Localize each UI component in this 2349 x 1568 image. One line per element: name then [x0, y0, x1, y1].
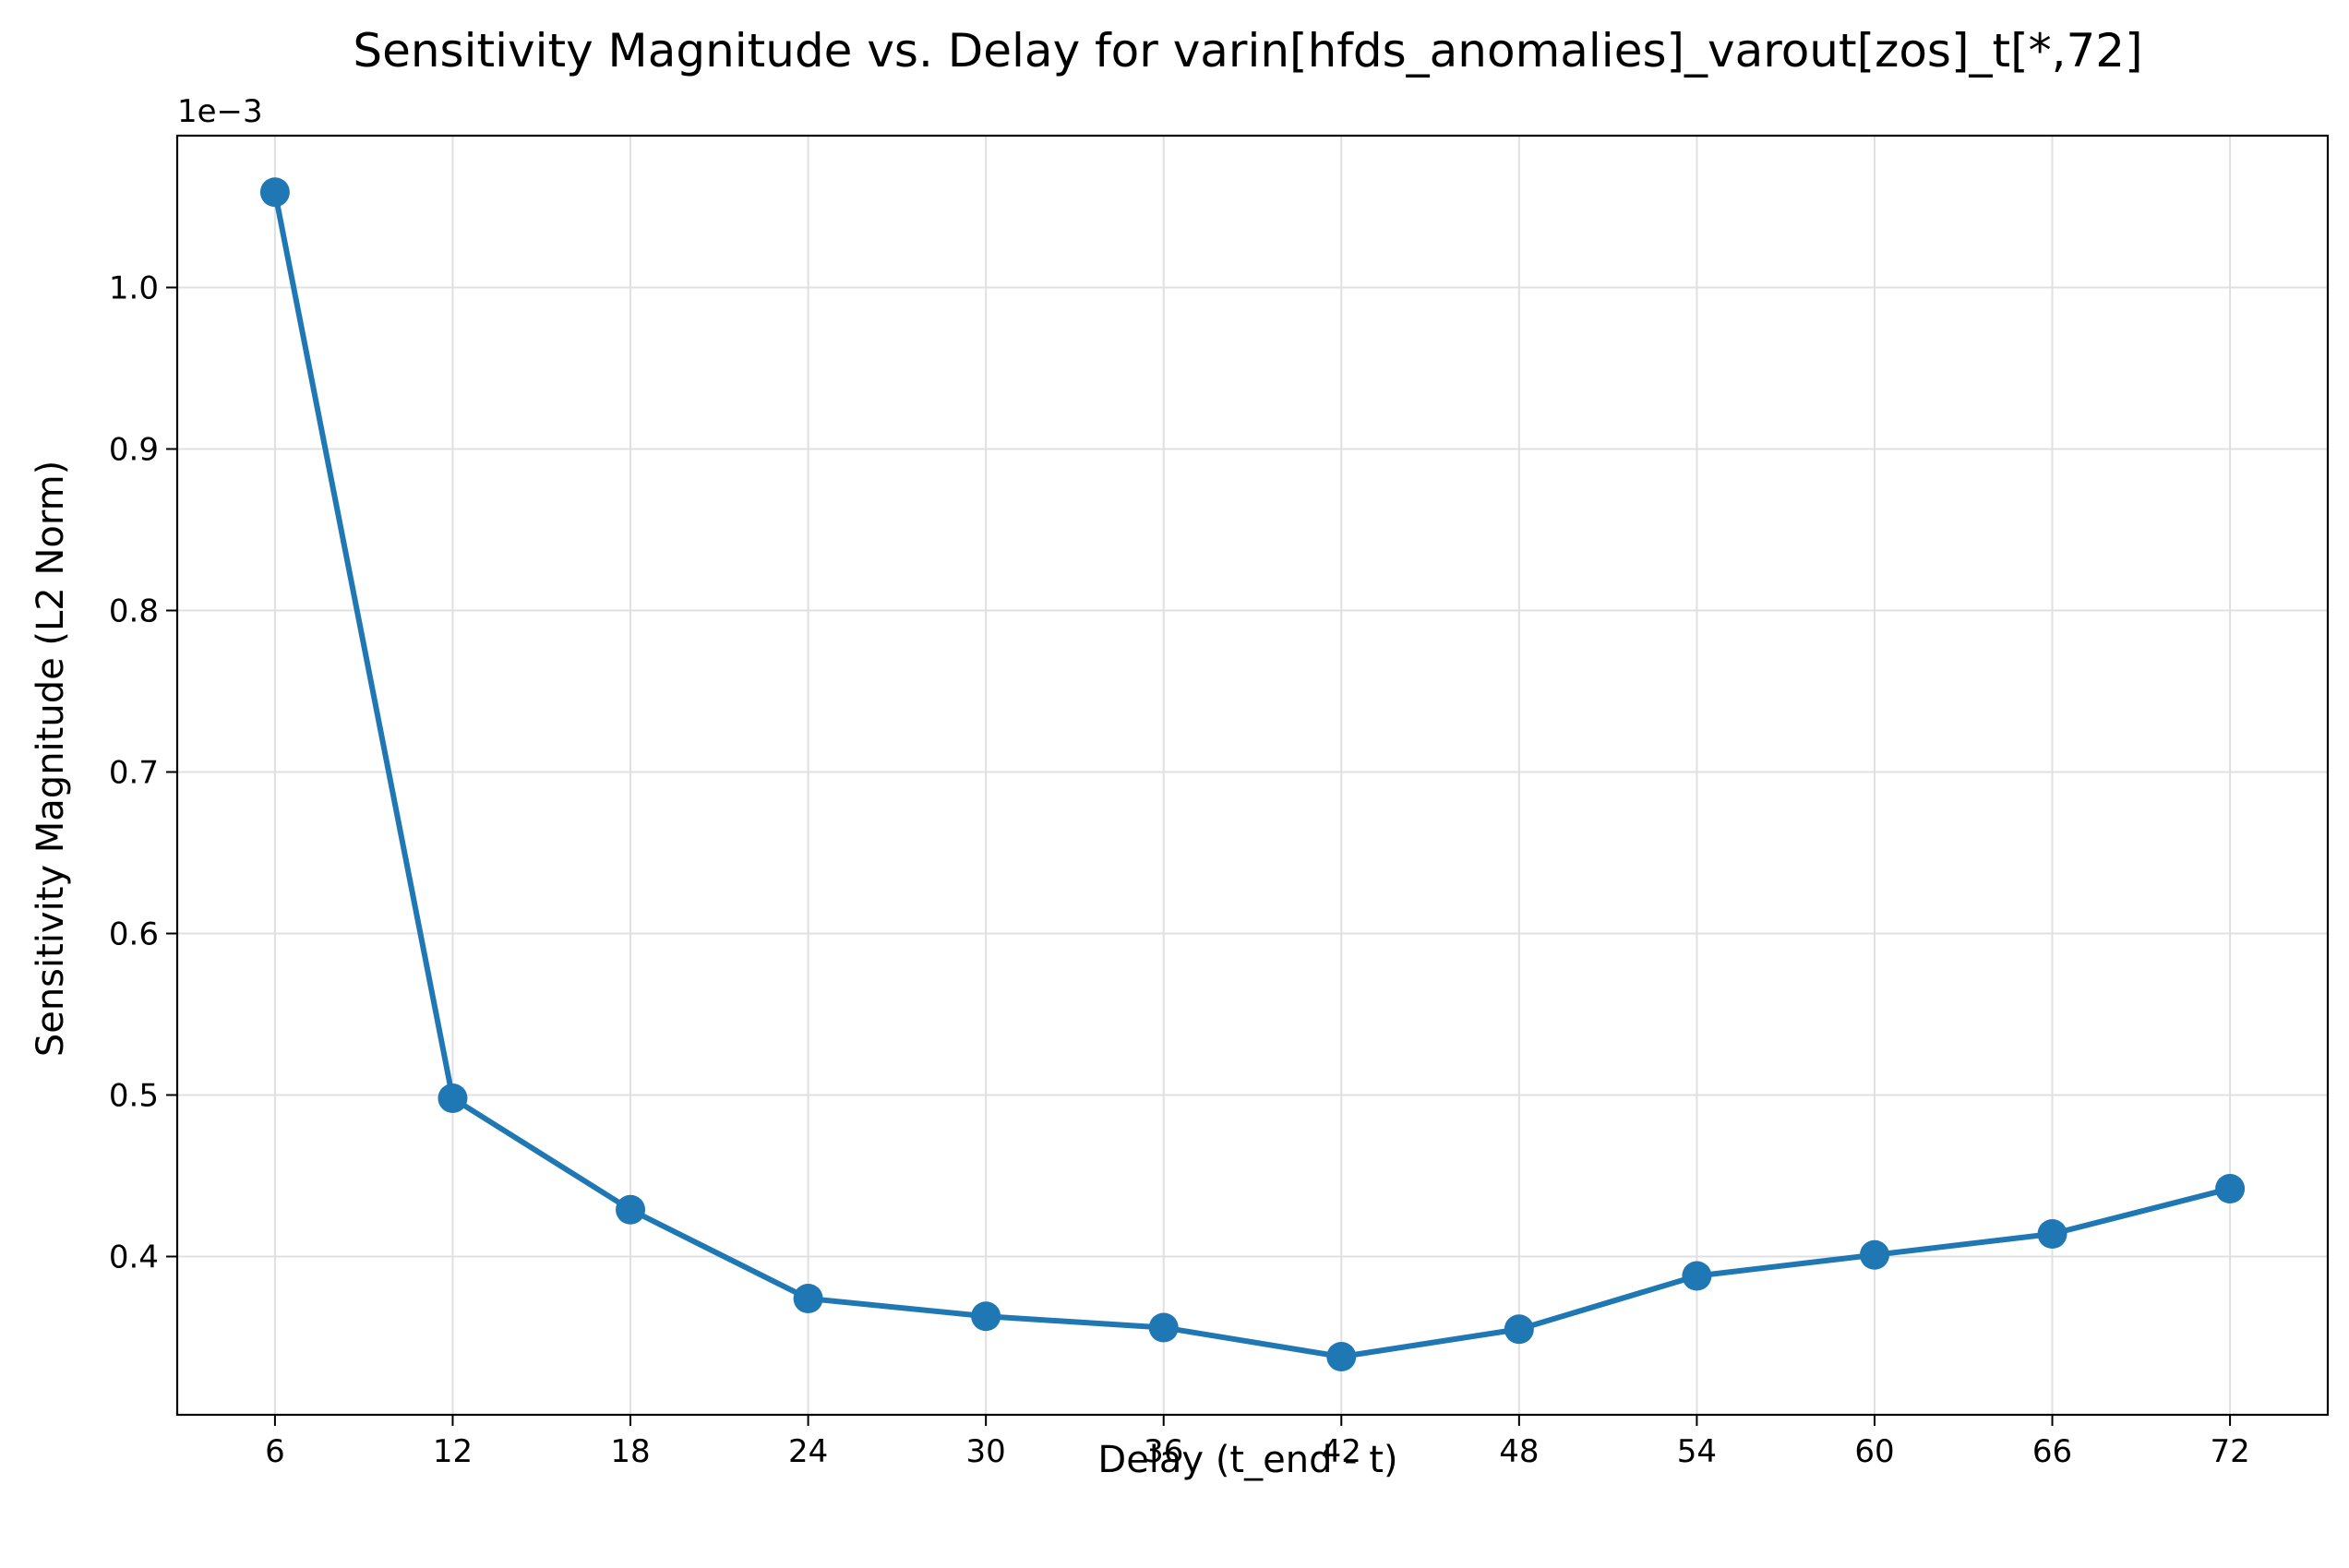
x-tick-label: 6 — [265, 1433, 285, 1470]
data-point — [1504, 1314, 1534, 1345]
x-tick-label: 54 — [1677, 1433, 1717, 1470]
x-tick-label: 42 — [1322, 1433, 1361, 1470]
y-tick-label: 0.5 — [109, 1078, 159, 1115]
data-point — [437, 1083, 468, 1113]
x-tick-label: 24 — [788, 1433, 828, 1470]
data-point — [2037, 1219, 2067, 1249]
plot-area-frame — [175, 134, 2330, 1417]
y-tick-label: 0.4 — [109, 1239, 159, 1276]
chart-title: Sensitivity Magnitude vs. Delay for vari… — [353, 24, 2142, 78]
axis-ticks: 6 12 18 24 30 36 42 48 54 60 66 72 0.4 0.5 0.6 0.7 0.8 0.… — [109, 270, 2250, 1471]
x-axis-label: Delay (t_end - t) — [1097, 1439, 1397, 1481]
data-point — [1859, 1239, 1889, 1270]
y-axis-label: Sensitivity Magnitude (L2 Norm) — [30, 461, 72, 1057]
data-point — [1148, 1312, 1179, 1343]
x-tick-label: 12 — [433, 1433, 473, 1470]
x-tick-label: 72 — [2210, 1433, 2249, 1470]
x-tick-label: 60 — [1854, 1433, 1894, 1470]
y-axis-offset-label: 1e−3 — [177, 93, 263, 130]
gridlines — [177, 136, 2328, 1415]
data-point — [971, 1301, 1001, 1332]
y-tick-label: 0.8 — [109, 593, 159, 630]
series-line — [271, 191, 2231, 1359]
data-point — [616, 1194, 646, 1225]
data-point — [1682, 1261, 1712, 1291]
data-point — [793, 1284, 823, 1313]
x-tick-label: 18 — [610, 1433, 650, 1470]
data-series — [259, 177, 2246, 1371]
y-tick-label: 0.7 — [109, 755, 159, 792]
data-point — [259, 177, 290, 208]
x-tick-label: 66 — [2032, 1433, 2072, 1470]
y-tick-label: 0.6 — [109, 916, 159, 953]
y-tick-label: 0.9 — [109, 432, 159, 469]
data-point — [1326, 1342, 1357, 1371]
x-tick-label: 30 — [966, 1433, 1006, 1470]
x-tick-label: 36 — [1144, 1433, 1183, 1470]
y-tick-label: 1.0 — [109, 270, 159, 307]
data-point — [2215, 1174, 2246, 1203]
x-tick-label: 48 — [1499, 1433, 1539, 1470]
